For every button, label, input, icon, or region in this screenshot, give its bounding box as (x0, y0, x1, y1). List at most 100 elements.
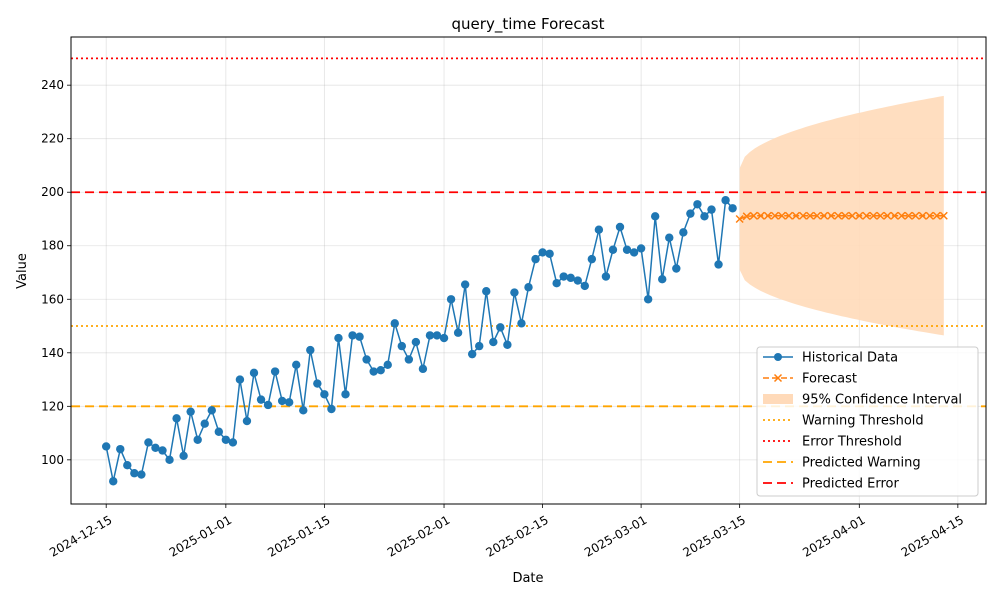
forecast-point (813, 211, 822, 220)
forecast-point (939, 211, 948, 220)
historical-point (327, 404, 336, 414)
historical-point (573, 276, 582, 285)
data-series (101, 196, 948, 486)
historical-point (263, 400, 273, 410)
historical-point (249, 368, 259, 378)
plot-frame (70, 36, 987, 505)
historical-point (270, 367, 280, 376)
legend-label: Warning Threshold (802, 414, 924, 429)
forecast-point (777, 211, 786, 220)
historical-point (277, 396, 287, 406)
historical-point (510, 288, 519, 297)
forecast-point (820, 211, 829, 220)
y-tick-label: 120 (41, 399, 64, 413)
historical-point (679, 228, 688, 237)
historical-point (552, 279, 561, 288)
historical-point (242, 416, 252, 426)
historical-point (123, 460, 132, 470)
historical-point (186, 407, 195, 416)
grid-lines (71, 37, 986, 504)
chart-title: query_time Forecast (452, 15, 605, 34)
legend-forecast-marker (773, 373, 783, 383)
forecast-point (763, 211, 772, 220)
forecast-point (911, 211, 920, 220)
y-tick-label: 180 (41, 239, 64, 253)
historical-point (256, 395, 266, 404)
historical-point (475, 341, 484, 351)
y-tick-label: 140 (41, 346, 64, 360)
historical-point (172, 414, 181, 423)
forecast-point (876, 211, 885, 220)
historical-point (721, 196, 730, 205)
historical-point (101, 442, 111, 451)
historical-point (693, 200, 702, 209)
historical-point (467, 349, 477, 359)
forecast-point (904, 211, 913, 220)
historical-point (524, 283, 533, 292)
historical-point (566, 273, 575, 283)
historical-point (369, 367, 378, 376)
historical-point (207, 406, 216, 415)
historical-point (728, 204, 737, 213)
legend-label: Forecast (802, 372, 857, 387)
historical-point (446, 295, 456, 304)
forecast-point (855, 211, 864, 220)
historical-point (531, 254, 540, 264)
historical-point (601, 272, 611, 281)
forecast-point (784, 211, 793, 220)
legend-box (756, 346, 979, 497)
forecast-line (739, 215, 944, 220)
historical-point (482, 287, 491, 296)
historical-point (643, 295, 653, 304)
historical-point (714, 260, 723, 269)
forecast-point (897, 211, 906, 220)
historical-point (608, 245, 618, 254)
forecast-point (827, 211, 836, 220)
historical-point (460, 280, 470, 289)
y-tick-label: 160 (41, 292, 64, 306)
historical-point (158, 446, 167, 455)
historical-point (587, 254, 597, 264)
historical-point (622, 245, 632, 254)
forecast-point (742, 212, 751, 221)
historical-point (320, 390, 329, 399)
historical-point (165, 455, 174, 465)
historical-point (116, 444, 125, 454)
historical-point (284, 398, 294, 407)
forecast-point (890, 211, 899, 220)
y-tick-label: 200 (41, 185, 64, 199)
forecast-point (841, 211, 850, 220)
historical-point (545, 249, 554, 258)
historical-point (397, 341, 407, 351)
y-tick-label: 100 (41, 453, 64, 467)
historical-point (559, 272, 568, 281)
historical-point (538, 248, 547, 257)
historical-point (700, 212, 709, 221)
y-axis-ticks: 100 120 140 160 180 200 220 240 (41, 78, 71, 467)
y-tick-label: 240 (41, 78, 64, 92)
historical-point (341, 390, 350, 399)
historical-point (580, 281, 590, 291)
legend-label: Predicted Error (802, 477, 900, 492)
historical-point (686, 209, 695, 218)
forecast-point (834, 211, 843, 220)
historical-point (235, 375, 245, 384)
historical-point (376, 365, 385, 375)
forecast-point (869, 211, 878, 220)
historical-point (665, 233, 674, 242)
historical-point (636, 244, 646, 253)
historical-point (214, 427, 224, 436)
historical-point (179, 451, 188, 461)
historical-point (228, 438, 238, 447)
forecast-point (932, 211, 941, 220)
historical-point (650, 212, 660, 221)
historical-point (193, 435, 202, 444)
historical-point (489, 337, 498, 347)
historical-point (348, 331, 357, 340)
historical-point (439, 333, 449, 343)
historical-point (707, 205, 716, 214)
forecast-point (756, 211, 765, 220)
historical-point (496, 323, 505, 332)
